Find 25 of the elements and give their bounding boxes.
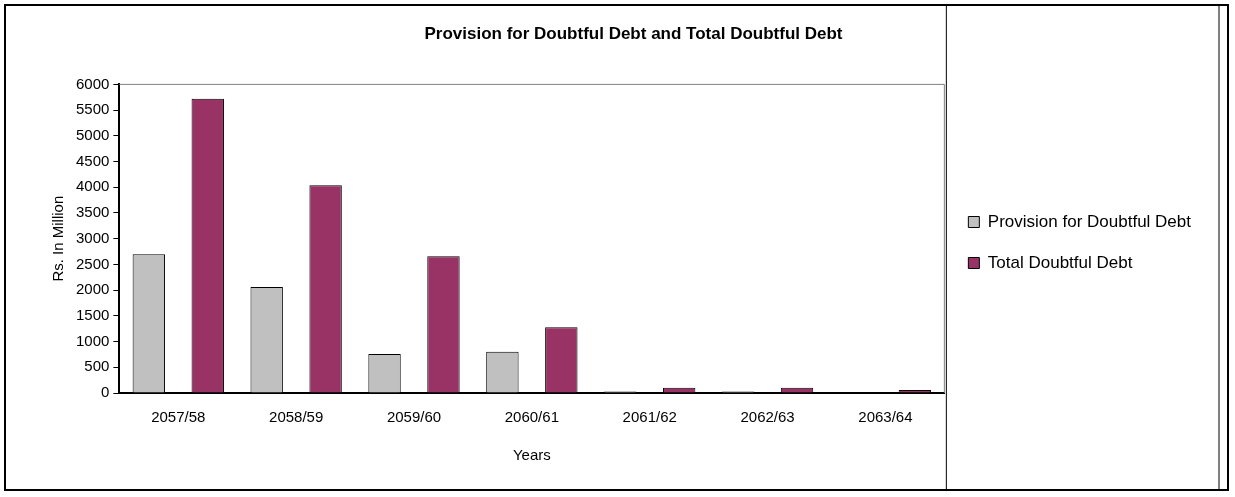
y-tick-label: 4500 <box>75 151 110 169</box>
y-tick-label: 2000 <box>75 280 110 298</box>
x-tick-label: 2060/61 <box>504 408 559 426</box>
x-tick-label: 2058/59 <box>269 408 324 426</box>
y-tick-label: 6000 <box>75 74 110 92</box>
x-tick-label: 2063/64 <box>858 408 913 426</box>
chart-title: Provision for Doubtful Debt and Total Doubtful Debt <box>424 23 843 43</box>
legend-label: Total Doubtful Debt <box>987 252 1133 272</box>
y-tick-label: 4000 <box>75 177 110 195</box>
x-tick-label: 2062/63 <box>740 408 795 426</box>
y-tick-label: 0 <box>101 383 110 401</box>
y-tick-label: 1000 <box>75 331 110 349</box>
y-tick-label: 500 <box>84 357 110 375</box>
y-tick-label: 3000 <box>75 228 110 246</box>
legend-label: Provision for Doubtful Debt <box>987 211 1192 231</box>
y-tick-label: 3500 <box>75 203 110 221</box>
y-tick-label: 2500 <box>75 254 110 272</box>
y-tick-label: 5500 <box>75 100 110 118</box>
y-tick-label: 5000 <box>75 125 110 143</box>
x-tick-label: 2059/60 <box>386 408 442 426</box>
y-tick-label: 1500 <box>75 305 110 323</box>
y-axis-title: Rs. In Million <box>49 195 67 282</box>
x-tick-label: 2061/62 <box>622 408 677 426</box>
x-tick-label: 2057/58 <box>151 408 206 426</box>
x-axis-title: Years <box>512 446 551 464</box>
